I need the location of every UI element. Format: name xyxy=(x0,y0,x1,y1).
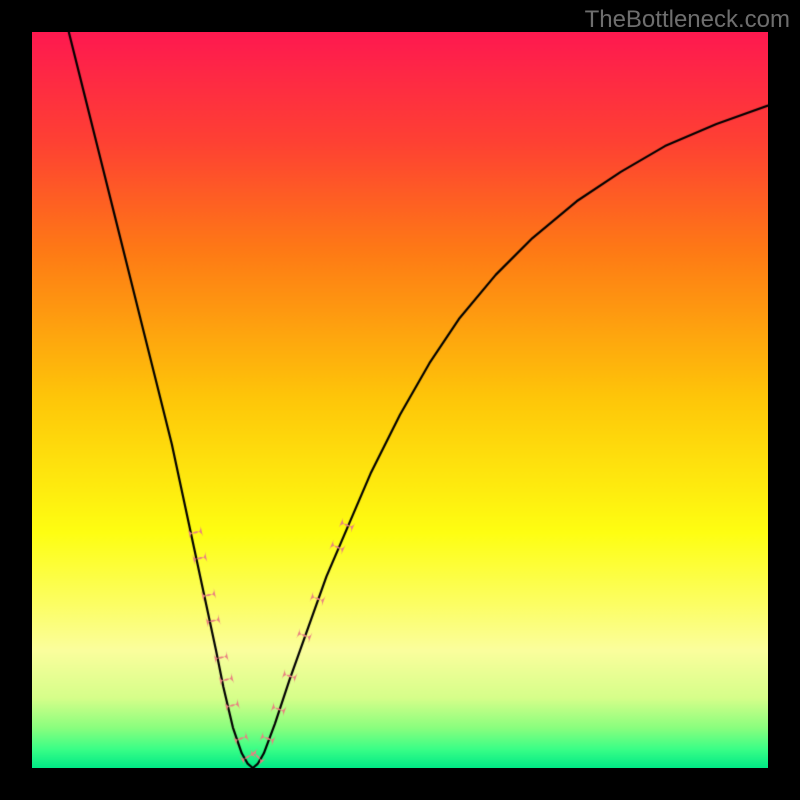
chart-stage: TheBottleneck.com xyxy=(0,0,800,800)
bottleneck-curve-chart xyxy=(32,32,768,768)
plot-area xyxy=(32,32,768,768)
watermark-text: TheBottleneck.com xyxy=(585,6,790,34)
